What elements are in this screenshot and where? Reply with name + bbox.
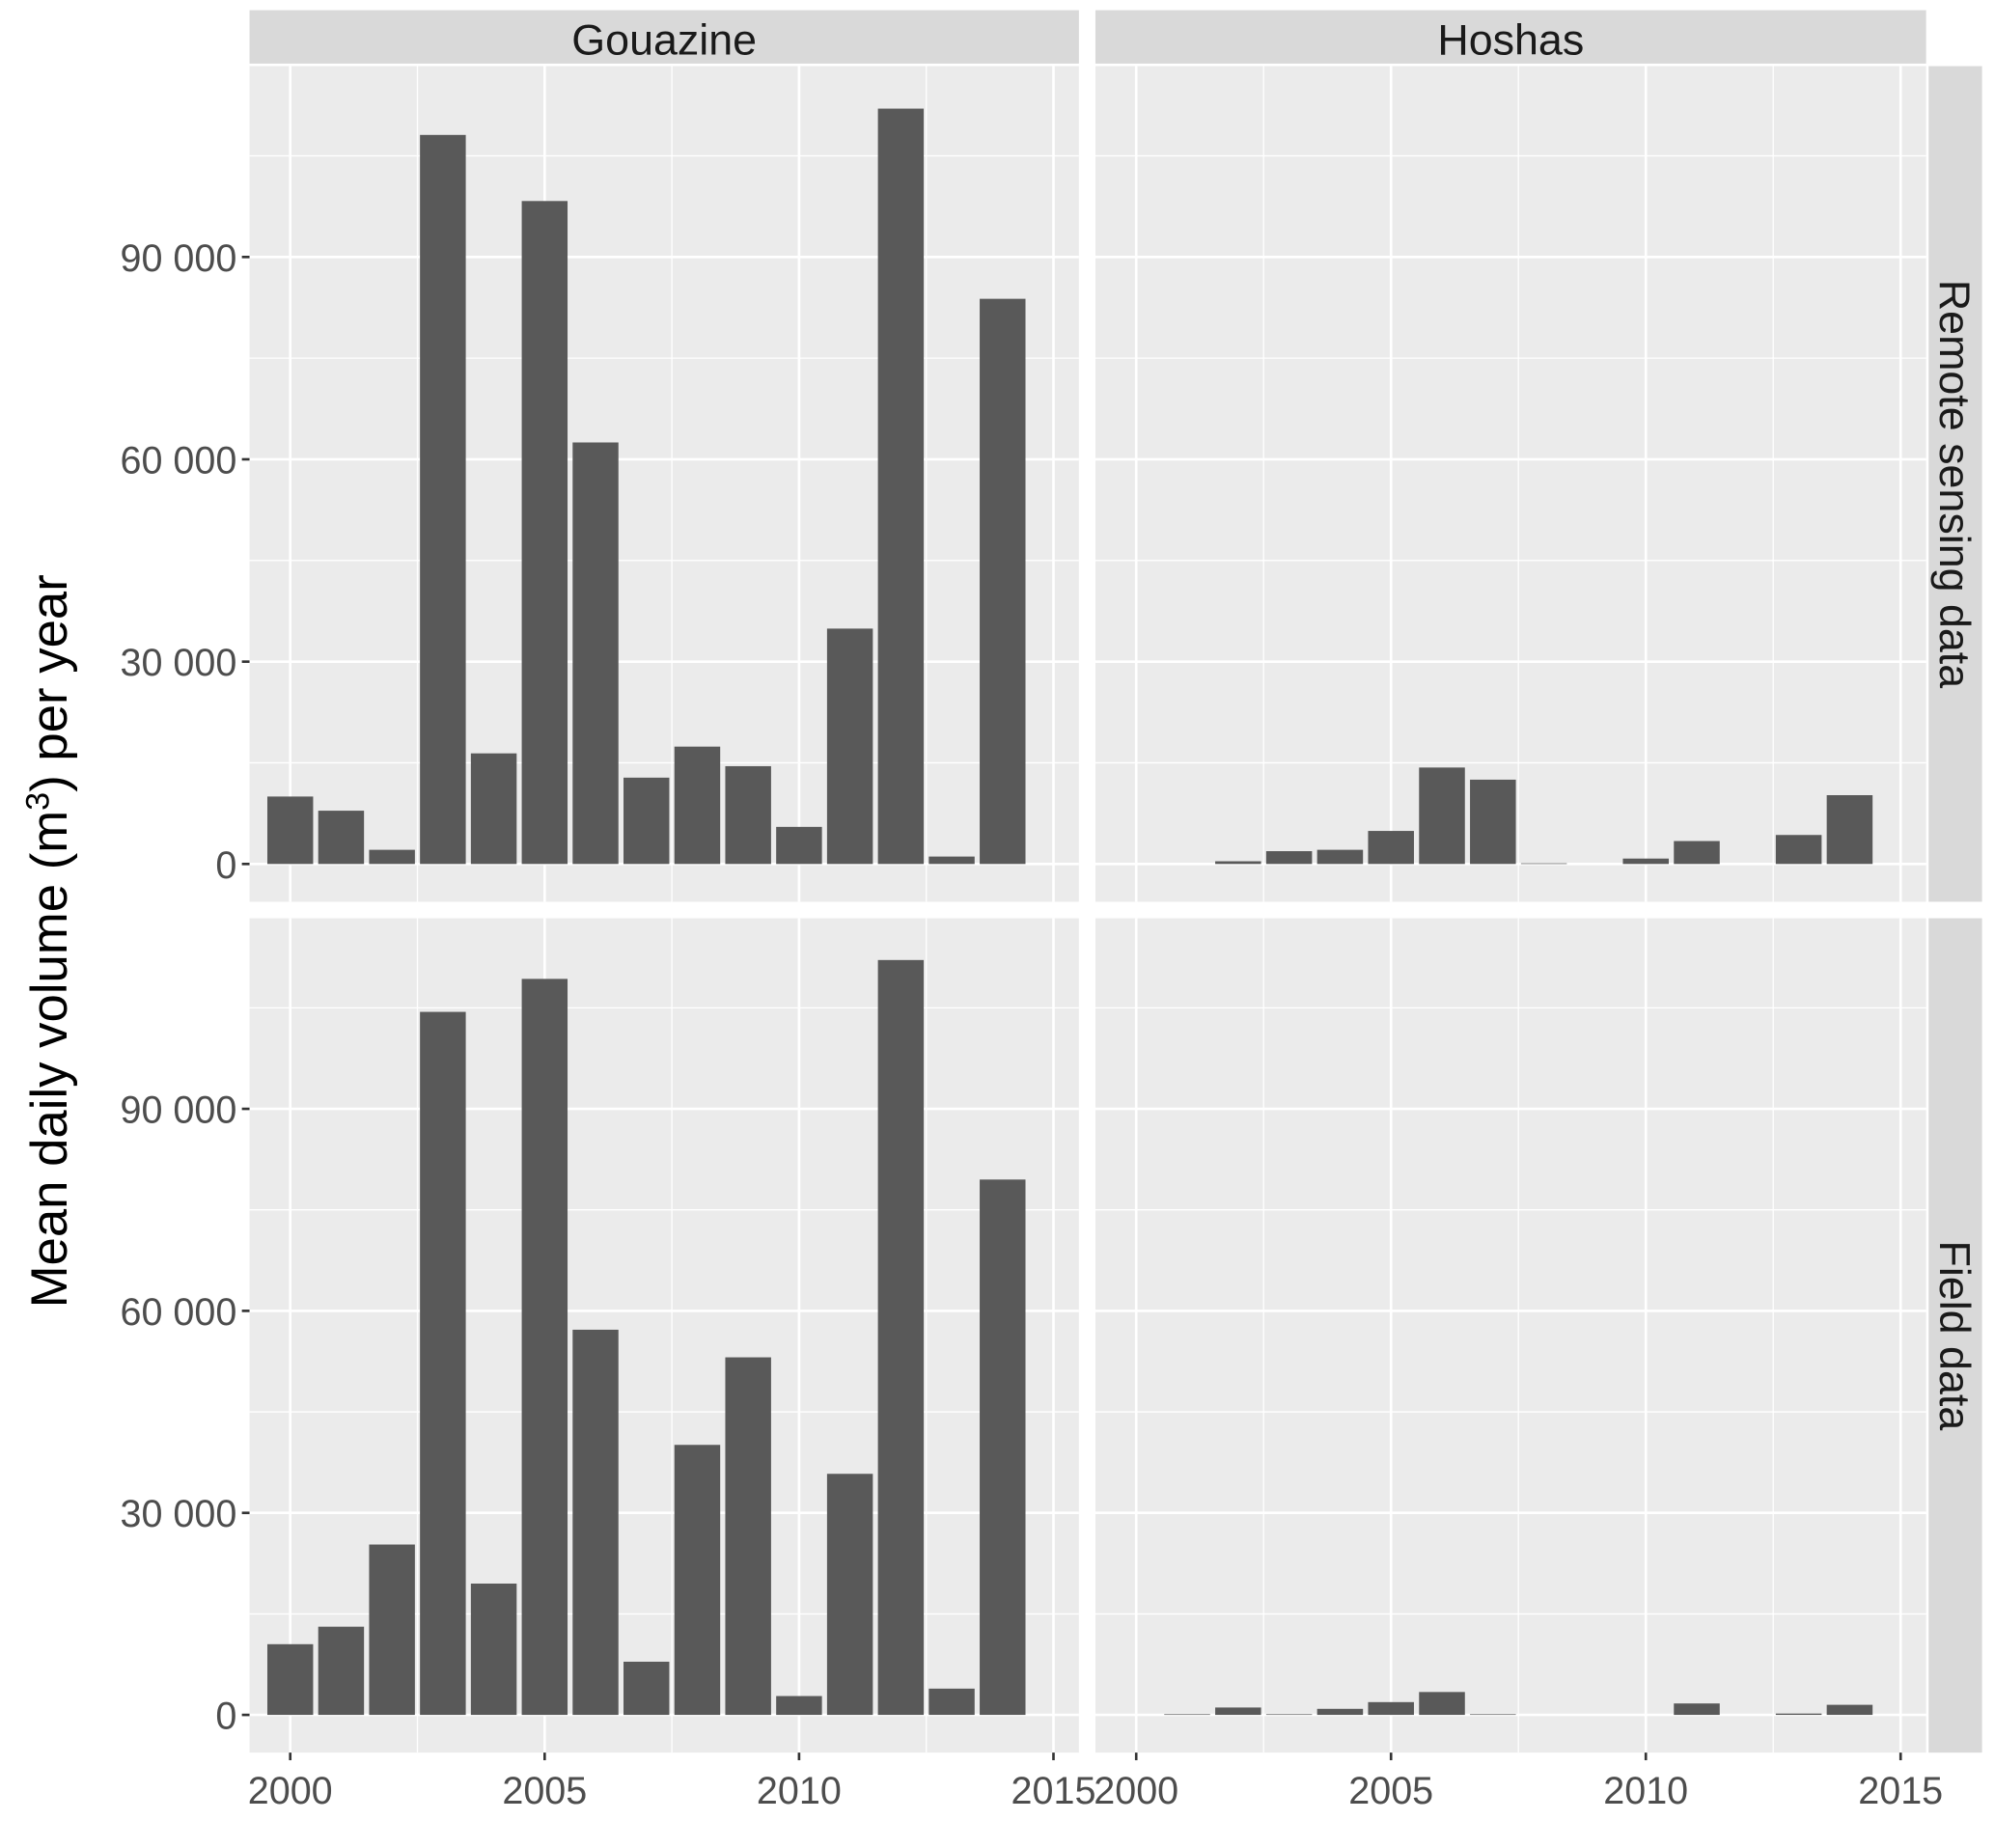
bar-gouazine-2008 [674, 1445, 721, 1716]
bar-hoshas-2006 [1419, 767, 1465, 865]
bar-gouazine-2000 [266, 1643, 314, 1716]
bar-gouazine-2006 [572, 442, 619, 865]
bar-gouazine-2004 [470, 753, 517, 865]
bar-hoshas-2011 [1674, 841, 1720, 865]
bar-gouazine-2014 [980, 1179, 1026, 1716]
panel-background [249, 66, 1079, 902]
bar-gouazine-2001 [318, 811, 365, 865]
y-tick-label: 30 000 [120, 1493, 236, 1535]
column-strip [249, 10, 1079, 64]
bar-gouazine-2003 [420, 1011, 466, 1716]
bar-gouazine-2009 [725, 1357, 771, 1716]
bar-hoshas-2003 [1265, 1714, 1313, 1716]
bar-hoshas-2007 [1470, 779, 1516, 865]
x-tick-label: 2015 [1011, 1770, 1096, 1812]
bar-hoshas-2004 [1316, 849, 1364, 865]
bar-gouazine-2007 [623, 777, 670, 865]
column-strip [1094, 10, 1926, 64]
bar-hoshas-2002 [1215, 861, 1261, 865]
y-tick-label: 0 [215, 844, 236, 887]
bar-gouazine-2012 [877, 108, 925, 865]
bar-gouazine-2001 [318, 1626, 365, 1716]
bar-hoshas-2003 [1265, 851, 1313, 865]
bar-hoshas-2007 [1470, 1714, 1516, 1716]
bar-gouazine-2006 [572, 1329, 619, 1716]
bar-hoshas-2005 [1368, 831, 1414, 865]
x-tick-label: 2010 [1603, 1770, 1688, 1812]
bar-hoshas-2013 [1775, 835, 1822, 865]
panel-background [1094, 918, 1926, 1753]
bar-gouazine-2007 [623, 1661, 670, 1716]
bar-gouazine-2014 [980, 298, 1026, 865]
bar-gouazine-2005 [521, 201, 568, 865]
y-tick-label: 30 000 [120, 642, 236, 684]
row-strip [1928, 918, 1982, 1753]
bar-gouazine-2012 [877, 959, 925, 1716]
x-tick-label: 2015 [1858, 1770, 1943, 1812]
column-strip-label: Hoshas [1437, 16, 1584, 65]
y-axis-title: Mean daily volume (m3) per year [19, 574, 77, 1308]
y-tick-label: 0 [215, 1696, 236, 1738]
row-strip [1928, 66, 1982, 902]
bar-hoshas-2010 [1622, 858, 1669, 865]
panel-background [1094, 66, 1926, 902]
x-tick-label: 2005 [1348, 1770, 1433, 1812]
bar-hoshas-2014 [1826, 1704, 1873, 1716]
bar-hoshas-2006 [1419, 1692, 1465, 1716]
bar-gouazine-2003 [420, 134, 466, 865]
bar-hoshas-2004 [1316, 1708, 1364, 1716]
bar-gouazine-2000 [266, 796, 314, 865]
bar-hoshas-2008 [1520, 863, 1567, 865]
bar-hoshas-2005 [1368, 1701, 1414, 1716]
bar-gouazine-2002 [369, 849, 415, 865]
y-tick-label: 60 000 [120, 1291, 236, 1334]
bar-hoshas-2002 [1215, 1707, 1261, 1716]
row-strip-label: Remote sensing data [1930, 280, 1979, 688]
bar-gouazine-2011 [826, 628, 873, 865]
bar-gouazine-2010 [776, 1696, 822, 1716]
column-strip-label: Gouazine [571, 16, 757, 65]
x-tick-label: 2000 [1094, 1770, 1178, 1812]
bar-gouazine-2008 [674, 746, 721, 865]
bar-hoshas-2011 [1674, 1703, 1720, 1716]
bar-hoshas-2001 [1164, 1714, 1210, 1716]
bar-gouazine-2005 [521, 979, 568, 1716]
bar-gouazine-2004 [470, 1584, 517, 1716]
bar-gouazine-2011 [826, 1474, 873, 1716]
bar-gouazine-2009 [725, 765, 771, 865]
bar-hoshas-2014 [1826, 795, 1873, 865]
bar-gouazine-2013 [928, 1688, 975, 1716]
bar-gouazine-2010 [776, 826, 822, 865]
x-tick-label: 2005 [502, 1770, 587, 1812]
row-strip-label: Field data [1930, 1240, 1979, 1430]
bar-gouazine-2002 [369, 1544, 415, 1716]
y-tick-label: 90 000 [120, 1089, 236, 1132]
y-tick-label: 60 000 [120, 439, 236, 482]
bar-gouazine-2013 [928, 856, 975, 865]
x-tick-label: 2010 [757, 1770, 842, 1812]
bar-hoshas-2013 [1775, 1713, 1822, 1716]
y-tick-label: 90 000 [120, 237, 236, 280]
x-tick-label: 2000 [248, 1770, 333, 1812]
